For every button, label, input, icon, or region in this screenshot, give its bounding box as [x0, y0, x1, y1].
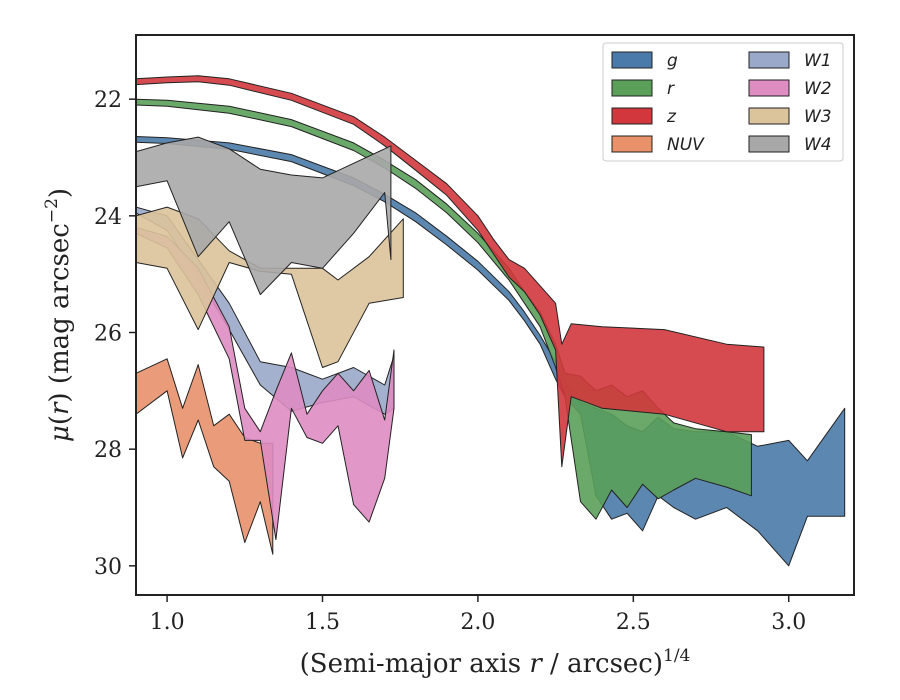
legend-swatch-w3 [748, 107, 790, 125]
y-tick-label: 28 [94, 438, 122, 463]
legend-label-nuv: NUV [667, 135, 705, 155]
legend-swatch-w2 [748, 79, 790, 97]
plot-frame [135, 34, 855, 596]
legend-label-g: g [667, 51, 678, 71]
y-tick-label: 24 [94, 205, 122, 230]
legend: grz NUV W1 W2 W3 W4 [602, 42, 844, 162]
legend-label-w1: W1 [804, 51, 832, 71]
series-layer [136, 75, 846, 567]
x-tick-label: 2.0 [460, 610, 495, 635]
legend-swatch-w1 [748, 51, 790, 69]
legend-box [602, 42, 844, 162]
x-axis-title: (Semi-major axis r / arcsec)1/4 [300, 646, 691, 679]
legend-swatch-z [611, 107, 653, 125]
x-tick-label: 2.5 [616, 610, 651, 635]
x-tick-label: 1.0 [150, 610, 185, 635]
legend-swatch-r [611, 79, 653, 97]
y-axis: 22 24 26 28 30 [94, 88, 136, 580]
legend-label-w4: W4 [804, 135, 832, 155]
y-axis-title: μ(r) (mag arcsec−2) [42, 188, 75, 442]
legend-label-w3: W3 [804, 107, 832, 127]
x-axis: 1.0 1.5 2.0 2.5 3.0 [150, 595, 806, 635]
series-band-nuv [136, 358, 274, 555]
series-band-z [136, 75, 765, 468]
legend-label-r: r [667, 79, 675, 99]
series-band-w4 [136, 136, 392, 296]
x-tick-label: 3.0 [771, 610, 806, 635]
y-tick-label: 22 [94, 88, 122, 113]
legend-label-w2: W2 [804, 79, 832, 99]
legend-swatch-g [611, 51, 653, 69]
x-tick-label: 1.5 [305, 610, 340, 635]
series-band-r [136, 98, 752, 520]
series-band-w2 [136, 227, 395, 541]
legend-swatch-nuv [611, 135, 653, 153]
legend-label-z: z [666, 107, 677, 127]
legend-swatch-w4 [748, 135, 790, 153]
y-tick-label: 26 [94, 322, 122, 347]
y-tick-label: 30 [94, 555, 122, 580]
